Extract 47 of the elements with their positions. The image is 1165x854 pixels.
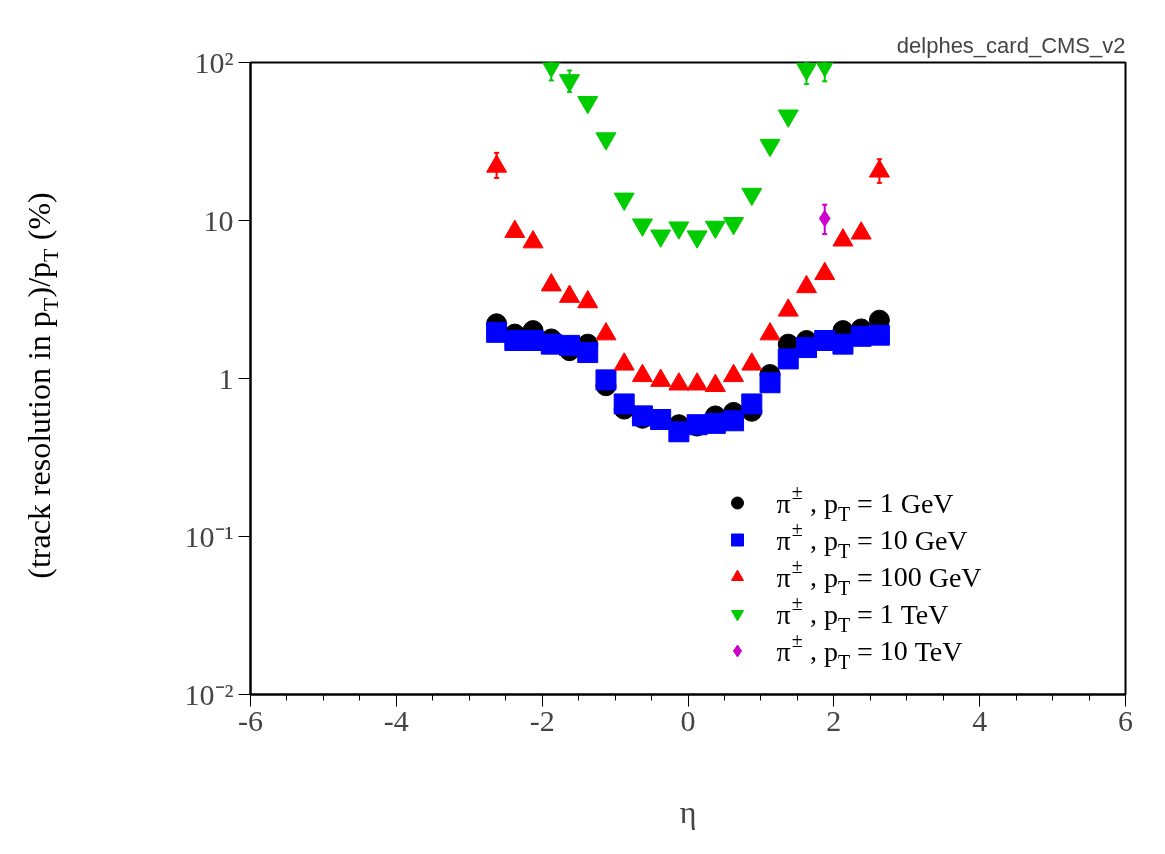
point [595, 132, 617, 151]
point [668, 421, 690, 443]
point [795, 337, 817, 359]
point [577, 342, 599, 364]
point [795, 62, 817, 82]
y-tick-label: 10⁻² [184, 678, 234, 711]
point [540, 62, 562, 79]
point [595, 369, 617, 391]
y-tick-label: 10 [203, 204, 234, 237]
point [540, 333, 562, 355]
point [741, 393, 763, 415]
x-tick-label: -2 [529, 703, 555, 737]
x-tick-label: -4 [383, 703, 409, 737]
point [832, 333, 854, 355]
point [777, 348, 799, 370]
x-tick-label: 6 [1118, 703, 1133, 737]
point [704, 220, 726, 240]
x-tick-label: 0 [680, 703, 696, 737]
y-axis-title: (track resolution in pT)/pT (%) [20, 192, 64, 579]
y-tick-label: 1 [218, 362, 234, 395]
point [522, 329, 544, 351]
point [650, 229, 672, 248]
x-tick-label: -6 [238, 703, 263, 737]
point [559, 334, 581, 356]
point [759, 138, 781, 158]
x-tick-label: 2 [826, 703, 842, 737]
point [650, 409, 672, 431]
y-tick-label: 10⁻¹ [184, 520, 234, 553]
point [723, 217, 745, 236]
y-tick-label: 10² [194, 46, 234, 79]
point [686, 230, 708, 249]
point [486, 321, 508, 343]
point [741, 187, 763, 207]
point [577, 96, 599, 115]
point [559, 74, 581, 93]
point [668, 221, 690, 240]
x-tick-label: 4 [972, 703, 988, 737]
point [759, 372, 781, 394]
point [613, 393, 635, 415]
point [723, 410, 745, 432]
point [613, 192, 635, 211]
chart-title: delphes_card_CMS_v2 [896, 32, 1126, 58]
point [814, 62, 836, 78]
point [631, 218, 653, 237]
point [868, 324, 890, 346]
x-axis-title: η [679, 793, 697, 830]
point [777, 109, 799, 128]
